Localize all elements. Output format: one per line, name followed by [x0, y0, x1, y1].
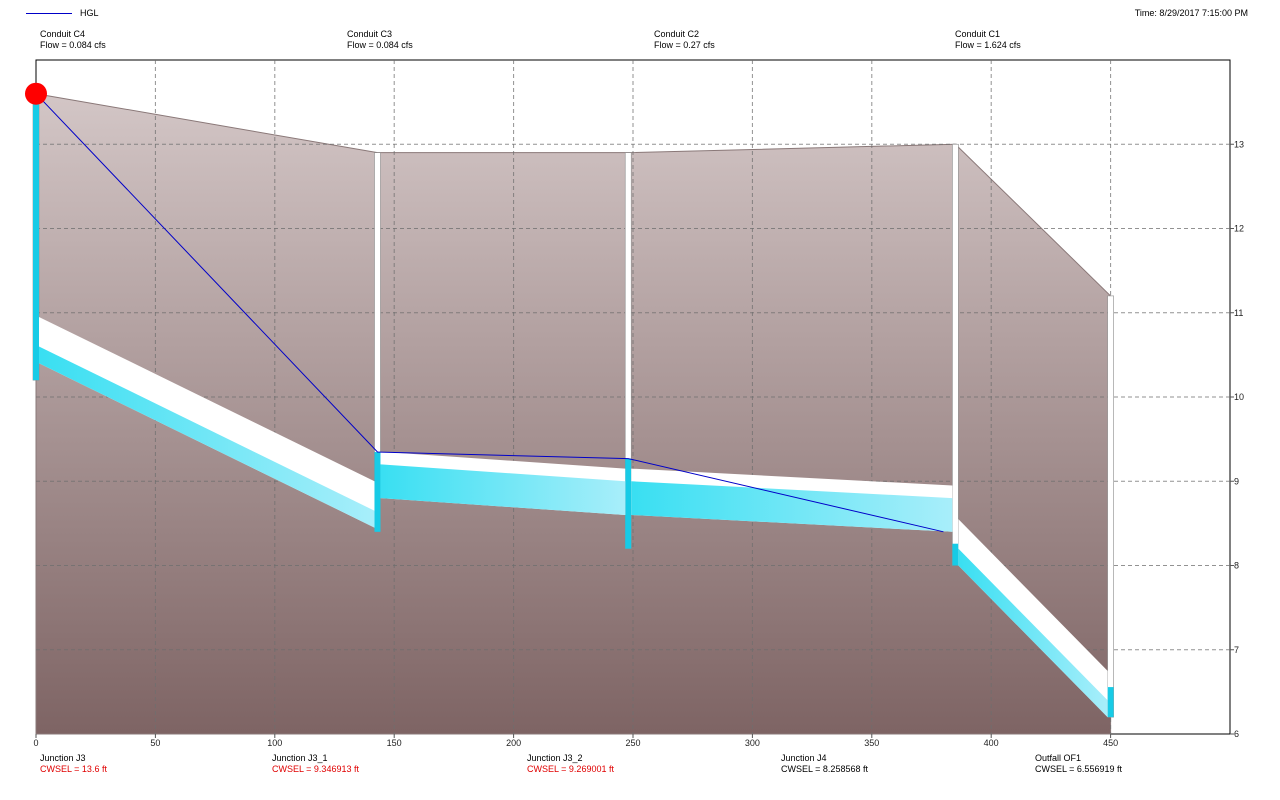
x-tick-label: 150 — [387, 738, 402, 748]
legend-hgl-label: HGL — [80, 8, 99, 18]
junction-j4-label: Junction J4 CWSEL = 8.258568 ft — [781, 753, 868, 775]
current-node-marker[interactable] — [25, 82, 47, 105]
manhole-water-j3_2 — [625, 458, 632, 549]
y-tick-label: 9 — [1234, 476, 1239, 486]
time-label: Time: 8/29/2017 7:15:00 PM — [1134, 8, 1248, 18]
conduit-flow: Flow = 0.084 cfs — [347, 40, 413, 50]
junction-j3-2-label: Junction J3_2 CWSEL = 9.269001 ft — [527, 753, 614, 775]
x-tick-label: 350 — [864, 738, 879, 748]
junction-cwsel: CWSEL = 9.269001 ft — [527, 764, 614, 774]
manhole-j4[interactable] — [952, 143, 959, 566]
junction-name: Junction J3_2 — [527, 753, 583, 763]
x-tick-label: 300 — [745, 738, 760, 748]
outfall-of1-label: Outfall OF1 CWSEL = 6.556919 ft — [1035, 753, 1122, 775]
legend-hgl-swatch — [26, 13, 72, 14]
x-tick-label: 450 — [1103, 738, 1118, 748]
x-tick-label: 400 — [984, 738, 999, 748]
junction-cwsel: CWSEL = 8.258568 ft — [781, 764, 868, 774]
legend: HGL — [26, 7, 146, 19]
conduit-water-c4 — [39, 346, 375, 528]
y-tick-label: 7 — [1234, 645, 1239, 655]
x-tick-label: 50 — [150, 738, 160, 748]
manhole-water-of1 — [1107, 687, 1114, 718]
junction-cwsel: CWSEL = 9.346913 ft — [272, 764, 359, 774]
conduit-c3-label: Conduit C3 Flow = 0.084 cfs — [347, 29, 413, 51]
conduit-c4-label: Conduit C4 Flow = 0.084 cfs — [40, 29, 106, 51]
manhole-of1[interactable] — [1107, 295, 1114, 718]
junction-j3-label: Junction J3 CWSEL = 13.6 ft — [40, 753, 107, 775]
x-tick-label: 200 — [506, 738, 521, 748]
junction-name: Junction J3 — [40, 753, 86, 763]
conduit-c2-label: Conduit C2 Flow = 0.27 cfs — [654, 29, 715, 51]
junction-name: Outfall OF1 — [1035, 753, 1082, 763]
x-tick-label: 100 — [267, 738, 282, 748]
manhole-water-j3_1 — [374, 452, 381, 532]
conduit-name: Conduit C2 — [654, 29, 700, 39]
conduit-flow: Flow = 0.084 cfs — [40, 40, 106, 50]
conduit-name: Conduit C4 — [40, 29, 86, 39]
y-tick-label: 11 — [1234, 308, 1243, 318]
conduit-flow: Flow = 0.27 cfs — [654, 40, 715, 50]
hgl-line — [35, 93, 944, 533]
y-tick-label: 12 — [1234, 224, 1244, 234]
manhole-water-j4 — [952, 543, 959, 566]
junction-cwsel: CWSEL = 13.6 ft — [40, 764, 107, 774]
conduit-water-c1 — [958, 548, 1108, 718]
y-tick-label: 6 — [1234, 729, 1239, 739]
junction-j3-1-label: Junction J3_1 CWSEL = 9.346913 ft — [272, 753, 359, 775]
y-tick-label: 8 — [1234, 561, 1239, 571]
conduit-flow: Flow = 1.624 cfs — [955, 40, 1021, 50]
junction-name: Junction J3_1 — [272, 753, 328, 763]
conduit-name: Conduit C1 — [955, 29, 1001, 39]
y-tick-label: 10 — [1234, 392, 1244, 402]
x-tick-label: 0 — [33, 738, 38, 748]
y-tick-label: 13 — [1234, 139, 1244, 149]
conduit-water-c3 — [380, 464, 626, 515]
junction-name: Junction J4 — [781, 753, 827, 763]
x-tick-label: 250 — [625, 738, 640, 748]
junction-cwsel: CWSEL = 6.556919 ft — [1035, 764, 1122, 774]
conduit-water-c2 — [631, 481, 953, 532]
manhole-water-j3 — [33, 93, 39, 381]
conduit-c1-label: Conduit C1 Flow = 1.624 cfs — [955, 29, 1021, 51]
conduit-name: Conduit C3 — [347, 29, 393, 39]
